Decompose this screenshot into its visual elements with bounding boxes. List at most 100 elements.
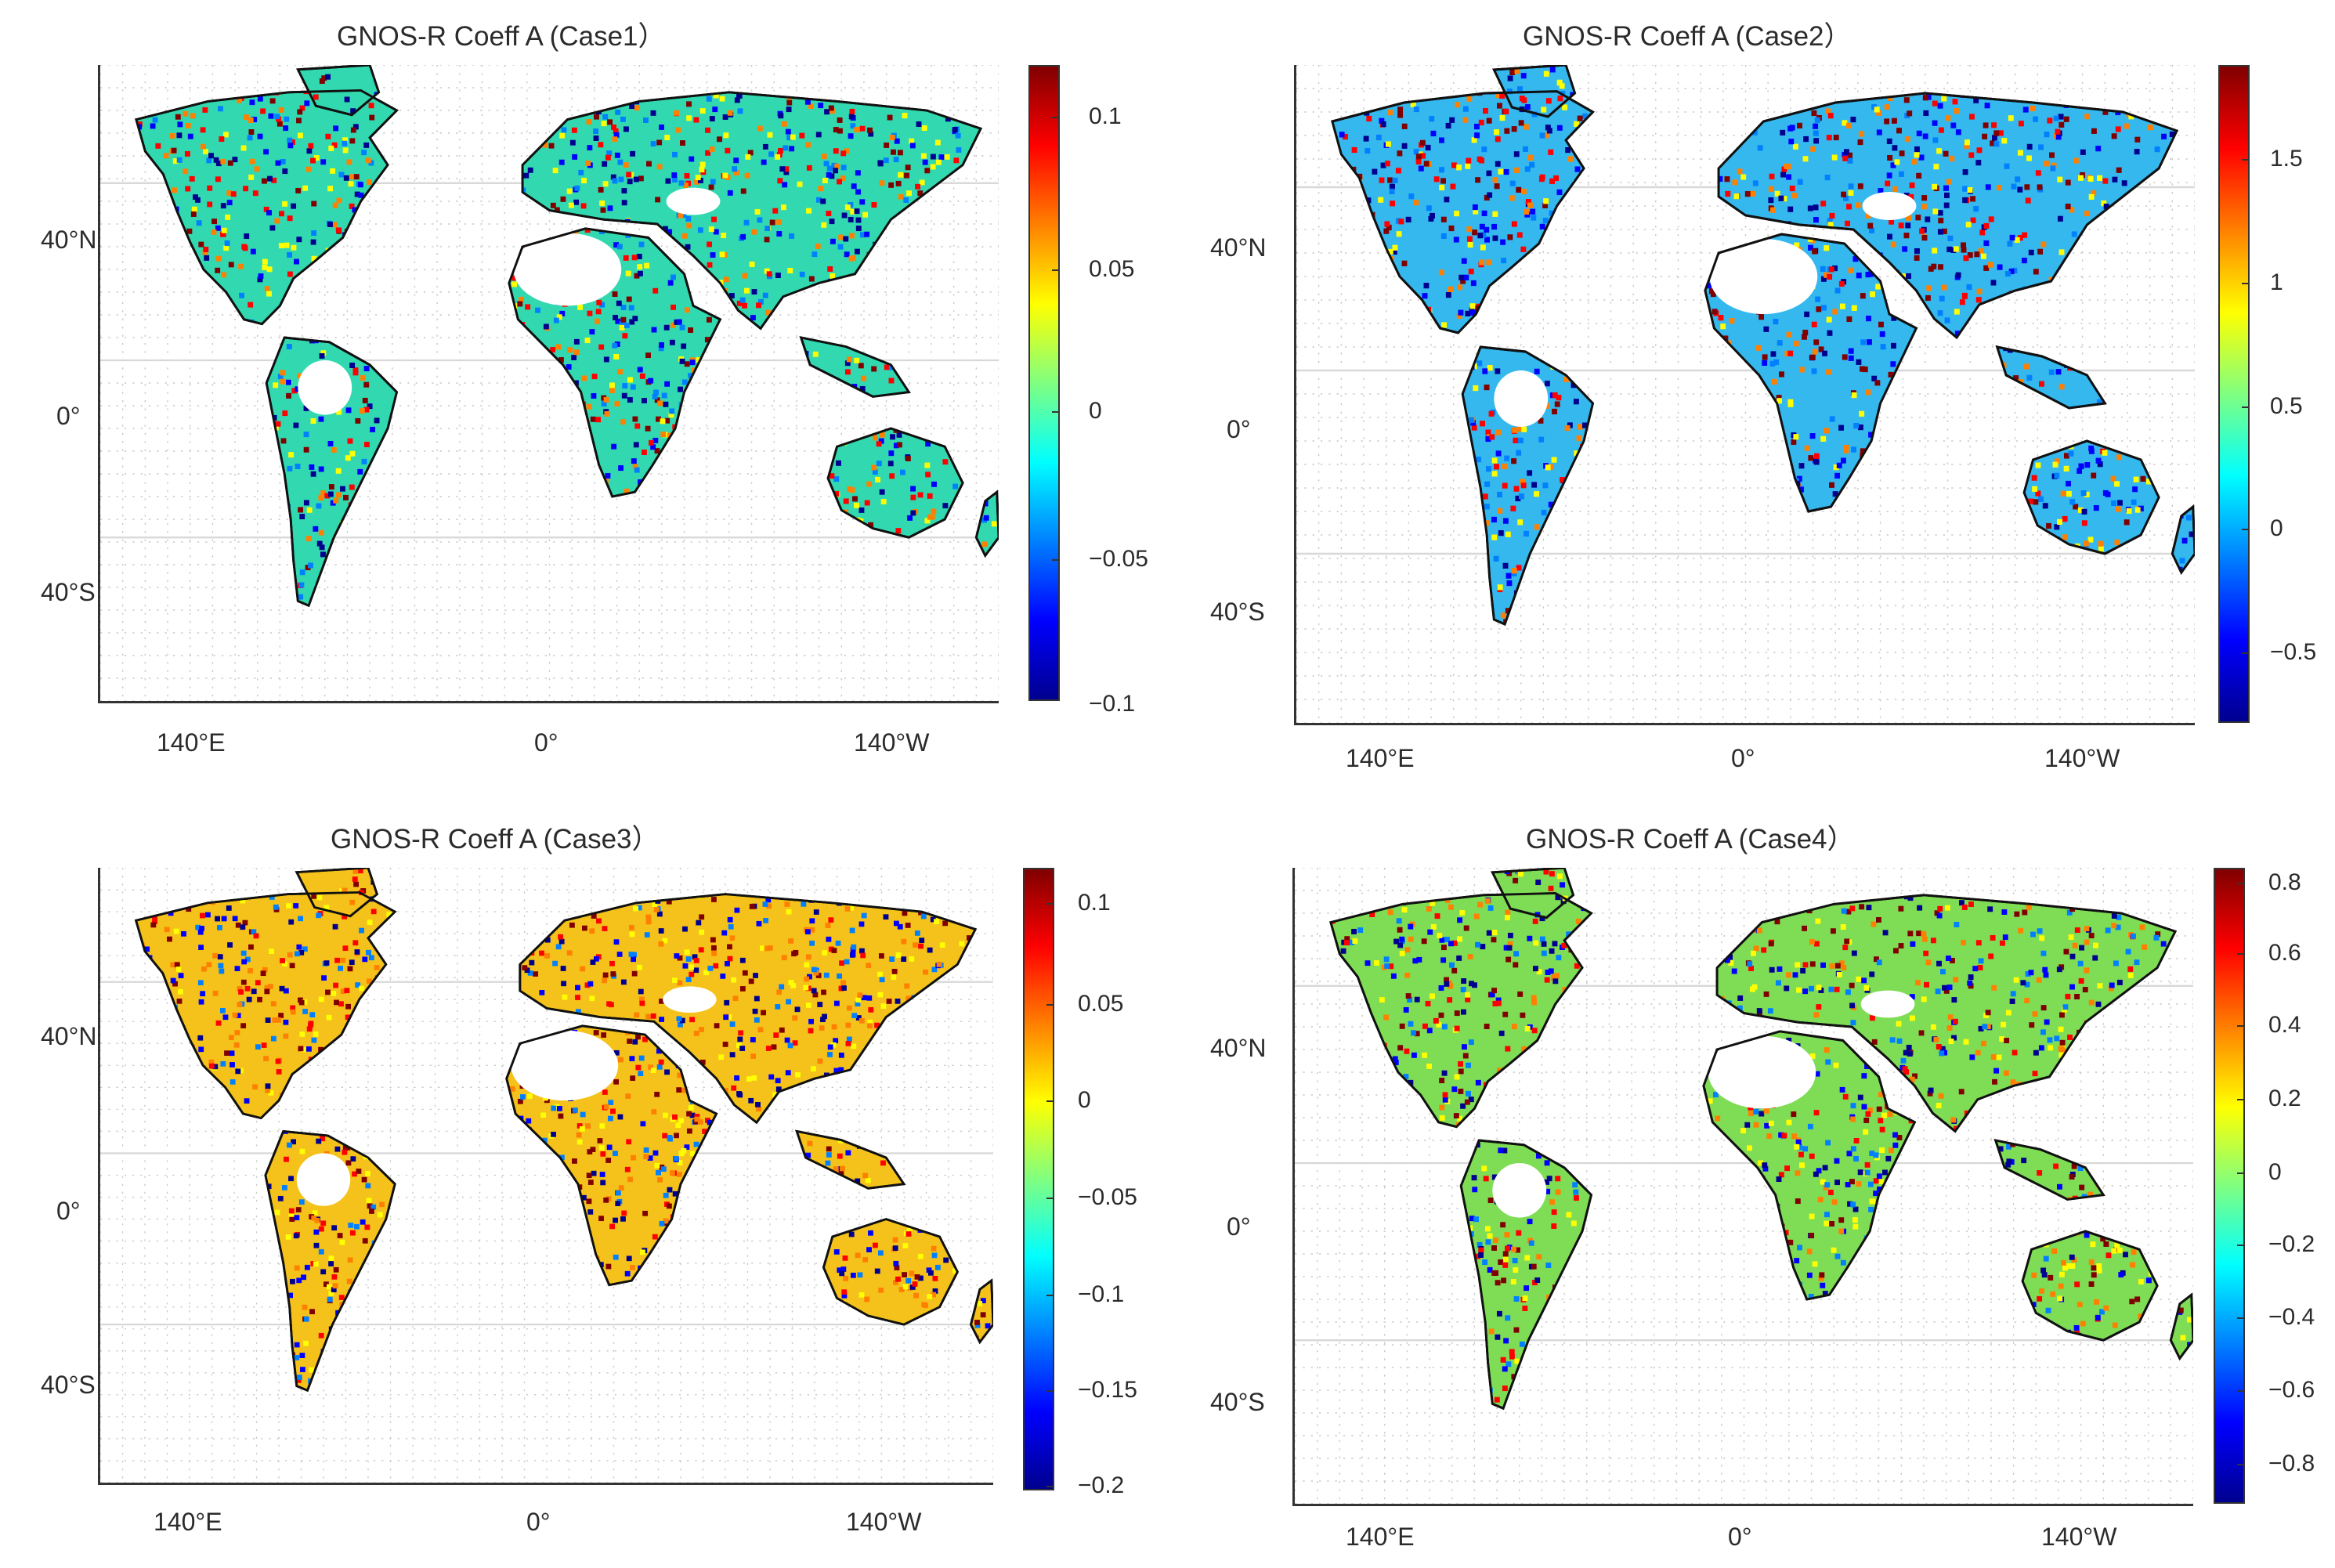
data-pixel [706,96,712,102]
data-pixel [1313,476,1318,482]
data-pixel [168,81,175,88]
data-pixel [1932,137,1939,143]
data-pixel [831,437,837,443]
data-pixel [1494,183,1500,190]
data-pixel [424,508,430,514]
data-pixel [859,125,866,132]
data-pixel [833,491,840,497]
data-pixel [139,302,146,308]
data-pixel [250,385,256,391]
data-pixel [1932,120,1938,126]
data-pixel [1750,421,1756,427]
data-pixel [869,399,875,406]
data-pixel [527,363,533,369]
data-pixel [1625,544,1632,551]
data-pixel [1798,463,1805,469]
data-pixel [2075,298,2081,304]
data-pixel [950,350,956,356]
data-pixel [719,96,725,102]
data-pixel [1687,226,1693,233]
data-pixel [313,269,319,276]
data-pixel [1713,229,1719,236]
data-pixel [1813,339,1820,345]
data-pixel [452,94,458,100]
data-pixel [1343,448,1348,454]
data-pixel [2115,126,2121,132]
data-pixel [1640,116,1646,122]
data-pixel [1635,472,1640,479]
lon-label: 0° [534,728,558,757]
data-pixel [568,562,574,568]
data-pixel [1537,277,1543,284]
newZealand-coastline [974,490,999,558]
data-pixel [706,288,712,294]
data-pixel [540,567,546,573]
data-pixel [873,297,878,303]
data-pixel [1672,188,1678,195]
data-pixel [498,397,504,403]
data-pixel [138,331,144,337]
data-pixel [1970,196,1976,202]
data-pixel [1493,555,1499,562]
data-pixel [713,92,719,99]
data-pixel [1860,293,1866,299]
data-pixel [942,503,949,509]
data-pixel [733,458,739,464]
data-pixel [1706,360,1712,367]
data-pixel [1599,260,1605,267]
data-pixel [1465,350,1471,357]
data-pixel [589,329,595,335]
data-pixel [1843,195,1849,201]
data-pixel [431,293,436,299]
data-pixel [303,432,309,438]
data-pixel [367,403,373,410]
data-pixel [805,142,811,148]
data-pixel [154,216,160,222]
data-pixel [1964,598,1970,604]
data-pixel [1796,598,1802,605]
data-pixel [1305,333,1310,338]
data-pixel [1503,168,1509,175]
data-pixel [1838,582,1845,588]
data-pixel [1707,150,1712,157]
data-pixel [2179,244,2185,250]
data-pixel [916,334,922,340]
data-pixel [978,422,985,428]
data-pixel [654,448,660,454]
data-pixel [678,386,683,392]
data-pixel [2023,363,2030,370]
data-pixel [777,600,783,606]
data-pixel [987,73,993,79]
data-pixel [168,301,174,307]
data-pixel [1916,172,1922,179]
data-pixel [1876,573,1882,579]
data-pixel [617,369,624,375]
data-pixel [262,406,268,412]
data-pixel [1824,626,1830,631]
data-pixel [764,226,771,232]
data-pixel [2071,427,2077,434]
data-pixel [310,157,316,164]
data-pixel [454,545,460,551]
data-pixel [332,596,338,602]
data-pixel [1686,219,1692,225]
data-pixel [1384,161,1390,167]
data-pixel [1707,101,1713,107]
data-pixel [2120,338,2127,345]
data-pixel [1415,566,1422,573]
data-pixel [1456,313,1462,319]
data-pixel [1425,407,1431,414]
data-pixel [1662,399,1668,406]
data-pixel [354,601,360,606]
data-pixel [163,153,169,159]
data-pixel [1878,321,1884,327]
data-pixel [751,540,757,546]
data-pixel [1486,117,1492,124]
data-pixel [224,369,230,375]
data-pixel [914,84,920,90]
data-pixel [1511,221,1517,227]
data-pixel [421,262,427,269]
data-pixel [1325,77,1331,82]
data-pixel [126,280,132,285]
data-pixel [1676,264,1683,270]
